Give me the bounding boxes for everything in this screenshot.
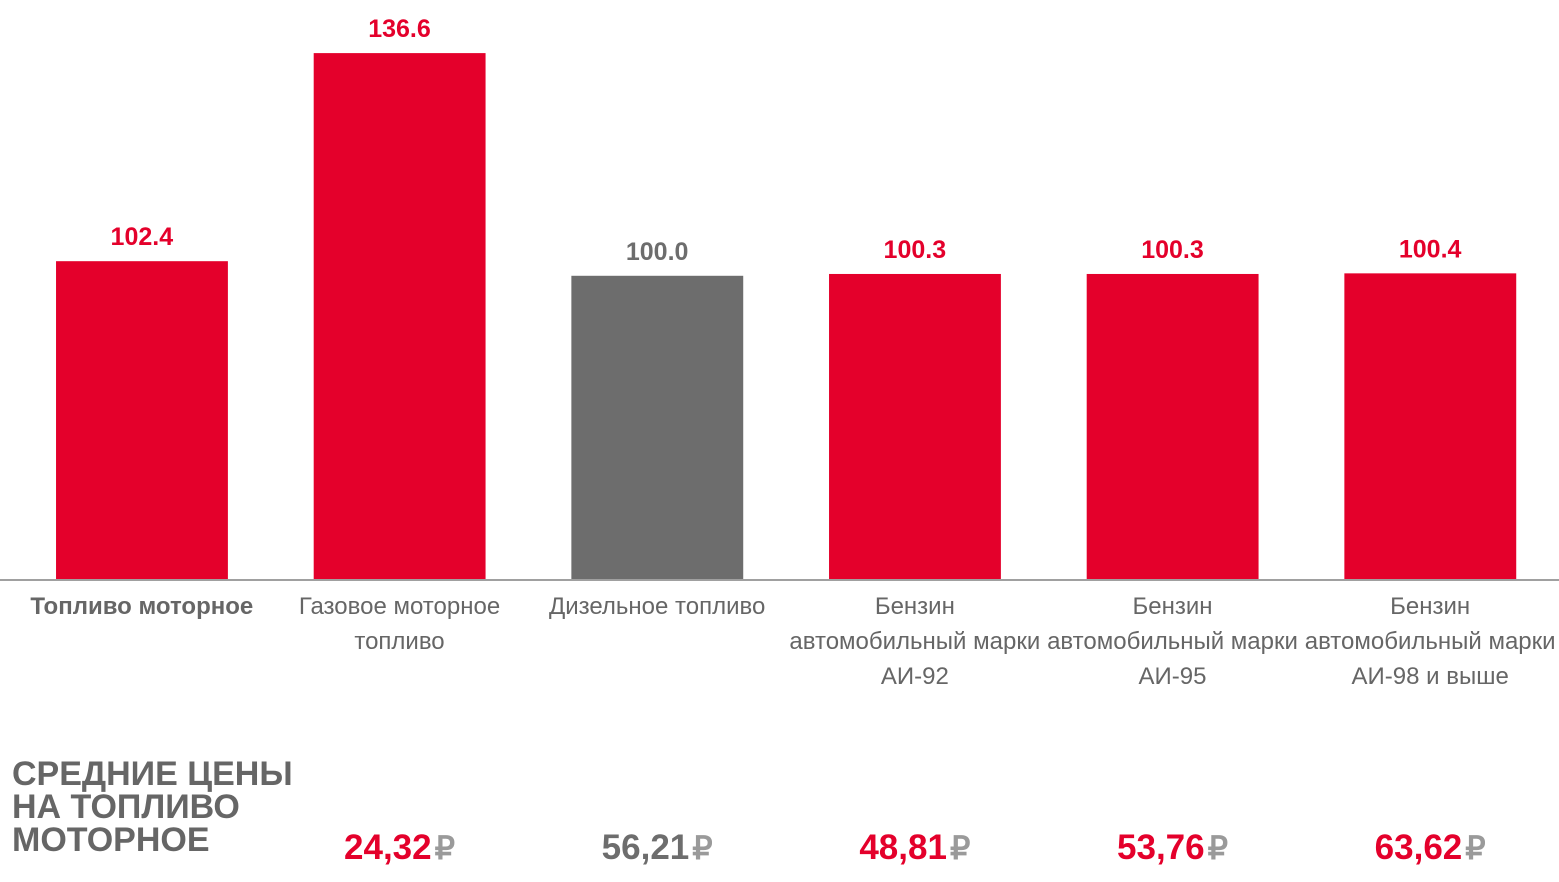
x-tick-label: Бензин автомобильный марки АИ-98 и выше [1304,593,1556,690]
x-tick-label: Газовое моторное топливо [298,593,501,655]
price-value: 24,32 [344,828,432,867]
x-tick-label: Бензин автомобильный марки АИ-92 [789,593,1041,690]
price-value: 48,81 [859,828,947,867]
prices-title: СРЕДНИЕ ЦЕНЫ НА ТОПЛИВО МОТОРНОЕ [12,755,293,859]
bar [1086,273,1259,580]
bar [829,273,1001,580]
price: 24,32₽ [270,828,530,868]
currency: ₽ [1207,830,1228,866]
currency: ₽ [949,830,971,866]
price: 53,76₽ [1043,828,1303,868]
price-value: 63,62 [1374,828,1463,867]
currency: ₽ [434,830,455,866]
x-tick-label: Дизельное топливо [548,593,766,620]
price: 63,62₽ [1300,828,1559,868]
price: 56,21₽ [527,828,787,868]
currency: ₽ [1465,830,1486,866]
bar [571,275,744,580]
value-label: 100.4 [1399,235,1462,263]
price-value: 53,76 [1117,828,1205,867]
value-label: 136.6 [368,15,431,43]
value-label: 100.3 [1141,236,1204,264]
value-label: 100.0 [626,238,689,266]
bar [56,261,228,580]
x-tick-label: Топливо моторное [30,593,254,620]
x-tick-label: Бензин автомобильный марки АИ-95 [1047,593,1298,690]
value-label: 102.4 [111,223,174,251]
bar [1344,273,1517,580]
currency: ₽ [692,830,713,866]
price-value: 56,21 [601,828,690,867]
price: 48,81₽ [785,828,1045,868]
bar [313,53,486,581]
value-label: 100.3 [884,236,947,264]
